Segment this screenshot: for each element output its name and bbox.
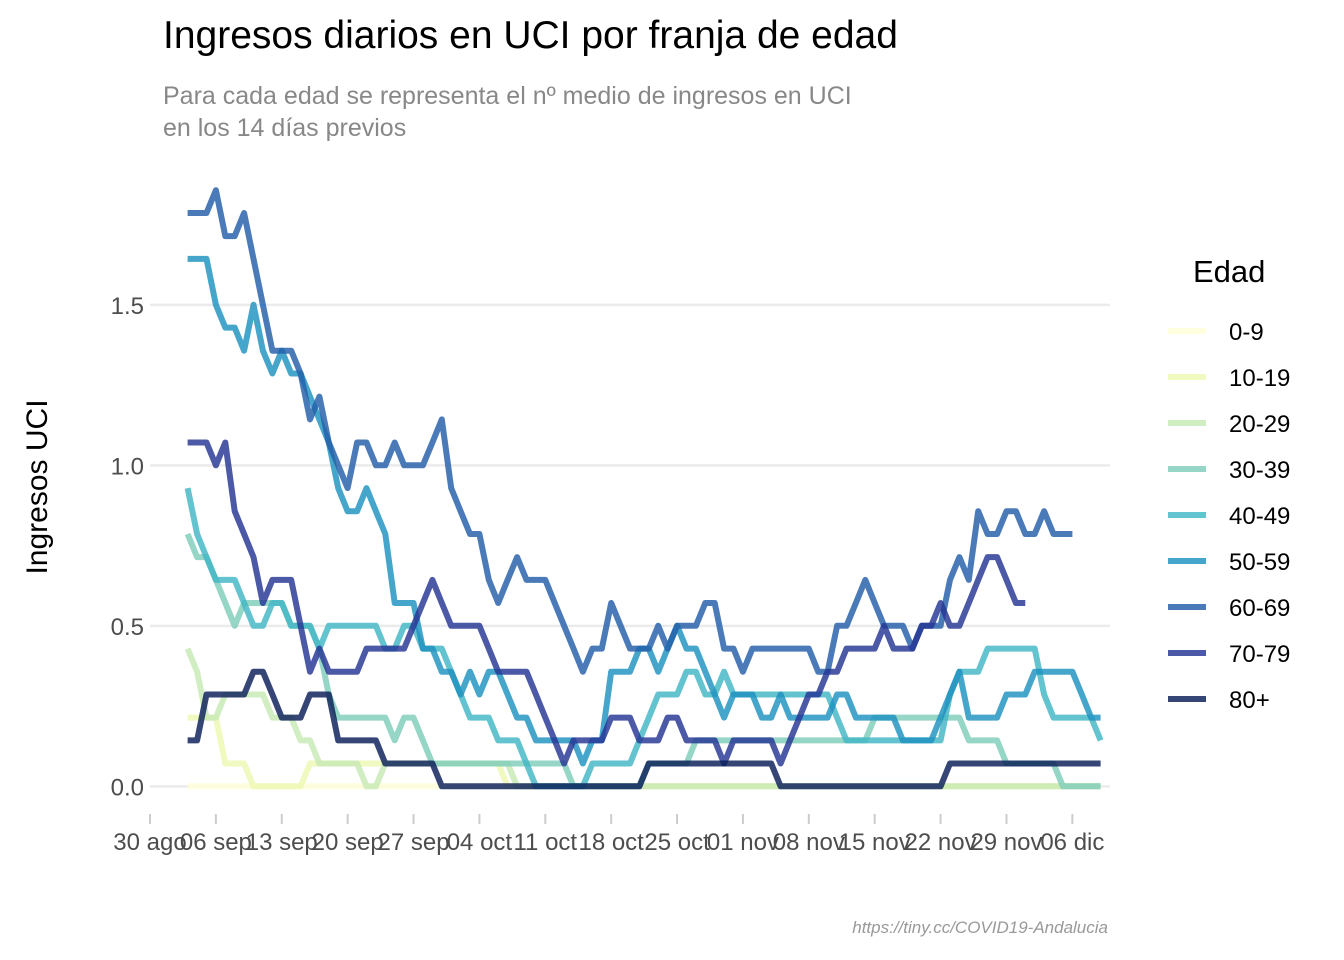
subtitle-line-2: en los 14 días previos xyxy=(163,114,407,142)
series-line-70-79 xyxy=(187,439,1026,767)
legend-label-40-49: 40-49 xyxy=(1229,503,1290,530)
x-tick-label: 29 nov xyxy=(970,829,1042,856)
subtitle-line-1: Para cada edad se representa el nº medio… xyxy=(163,82,852,110)
x-tick-label: 22 nov xyxy=(905,829,977,856)
legend-label-50-59: 50-59 xyxy=(1229,549,1290,576)
x-tick-label: 15 nov xyxy=(839,829,911,856)
x-tick-label: 01 nov xyxy=(707,829,779,856)
x-tick-label: 08 nov xyxy=(773,829,845,856)
legend-label-70-79: 70-79 xyxy=(1229,641,1290,668)
chart-title: Ingresos diarios en UCI por franja de ed… xyxy=(163,14,898,57)
series-lines xyxy=(184,187,1104,790)
series-line-10-19 xyxy=(187,714,1101,790)
series-line-40-49 xyxy=(184,487,1104,790)
x-tick-label: 04 oct xyxy=(447,829,513,856)
x-tick-label: 11 oct xyxy=(513,829,577,856)
x-tick-label: 20 sep xyxy=(312,829,384,856)
x-tick-label: 27 sep xyxy=(377,829,449,856)
legend-label-80+: 80+ xyxy=(1229,687,1270,714)
x-tick-label: 06 sep xyxy=(180,829,252,856)
legend-label-0-9: 0-9 xyxy=(1229,319,1264,346)
y-tick-label: 0.0 xyxy=(111,774,144,801)
y-axis-label: Ingresos UCI xyxy=(21,399,54,574)
legend-title: Edad xyxy=(1193,254,1265,289)
y-tick-label: 0.5 xyxy=(111,614,144,641)
legend: Edad 0-9 10-19 20-29 30-39 40-49 50-59 60-69 70… xyxy=(1168,254,1290,714)
chart-subtitle: Para cada edad se representa el nº medio… xyxy=(163,80,852,144)
y-axis-ticks: 0.0 0.5 1.0 1.5 xyxy=(111,293,144,802)
y-tick-label: 1.0 xyxy=(111,453,144,480)
x-tick-label: 06 dic xyxy=(1040,829,1104,856)
legend-label-20-29: 20-29 xyxy=(1229,411,1290,438)
legend-label-10-19: 10-19 xyxy=(1229,365,1290,392)
legend-label-30-39: 30-39 xyxy=(1229,457,1290,484)
y-tick-label: 1.5 xyxy=(111,293,144,320)
series-line-60-69 xyxy=(187,187,1073,675)
legend-label-60-69: 60-69 xyxy=(1229,595,1290,622)
x-tick-label: 13 sep xyxy=(246,829,318,856)
x-tick-label: 30 ago xyxy=(113,829,186,856)
x-tick-label: 25 oct xyxy=(644,829,710,856)
series-line-80+ xyxy=(187,668,1101,790)
x-tick-label: 18 oct xyxy=(578,829,644,856)
chart-caption: https://tiny.cc/COVID19-Andalucia xyxy=(852,918,1108,937)
series-line-30-39 xyxy=(184,532,1101,790)
